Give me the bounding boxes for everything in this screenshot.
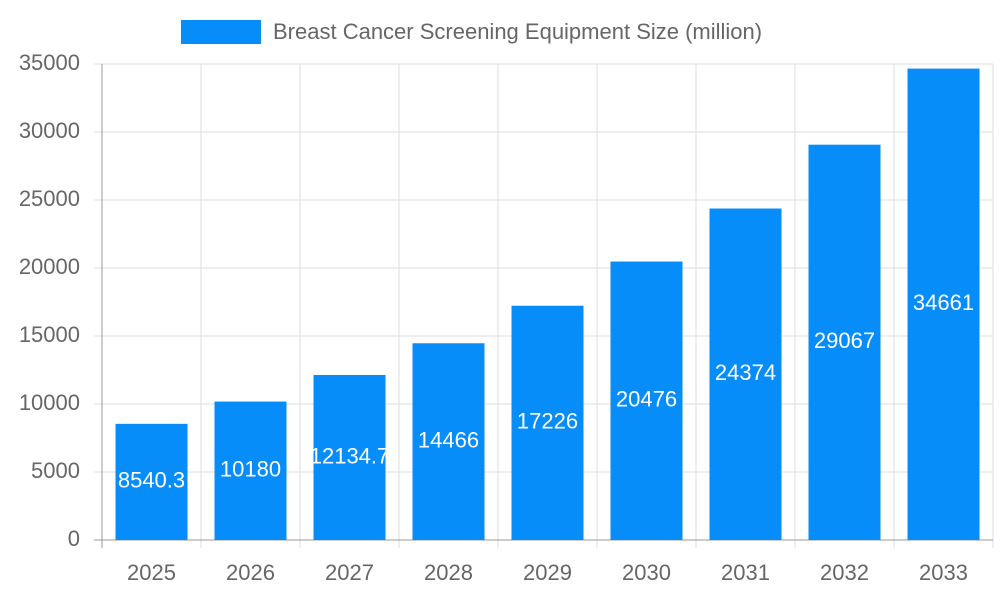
- legend-swatch: [181, 20, 261, 44]
- data-label: 24374: [715, 360, 776, 385]
- x-tick-label: 2028: [424, 560, 473, 585]
- data-label: 20476: [616, 387, 677, 412]
- y-tick-label: 35000: [19, 50, 80, 75]
- x-tick-label: 2027: [325, 560, 374, 585]
- y-tick-label: 25000: [19, 186, 80, 211]
- y-tick-label: 5000: [31, 458, 80, 483]
- y-tick-label: 30000: [19, 118, 80, 143]
- bar: [610, 261, 683, 540]
- y-tick-label: 0: [68, 526, 80, 551]
- y-tick-label: 15000: [19, 322, 80, 347]
- legend: Breast Cancer Screening Equipment Size (…: [181, 19, 762, 44]
- data-label: 10180: [220, 457, 281, 482]
- data-label: 12134.7: [310, 443, 390, 468]
- x-tick-label: 2030: [622, 560, 671, 585]
- bar: [709, 208, 782, 540]
- legend-label: Breast Cancer Screening Equipment Size (…: [273, 19, 762, 44]
- data-label: 34661: [913, 290, 974, 315]
- bar: [313, 374, 386, 540]
- x-tick-label: 2032: [820, 560, 869, 585]
- x-tick-label: 2026: [226, 560, 275, 585]
- data-label: 14466: [418, 427, 479, 452]
- data-label: 8540.3: [118, 468, 185, 493]
- bar: [808, 144, 881, 541]
- data-label: 29067: [814, 328, 875, 353]
- x-tick-label: 2033: [919, 560, 968, 585]
- bar: [907, 68, 980, 540]
- data-label: 17226: [517, 409, 578, 434]
- y-tick-label: 20000: [19, 254, 80, 279]
- bar: [412, 343, 485, 540]
- x-tick-label: 2025: [127, 560, 176, 585]
- bar: [511, 305, 584, 540]
- x-tick-label: 2031: [721, 560, 770, 585]
- bar: [115, 423, 188, 540]
- y-tick-label: 10000: [19, 390, 80, 415]
- x-tick-label: 2029: [523, 560, 572, 585]
- bar: [214, 401, 287, 540]
